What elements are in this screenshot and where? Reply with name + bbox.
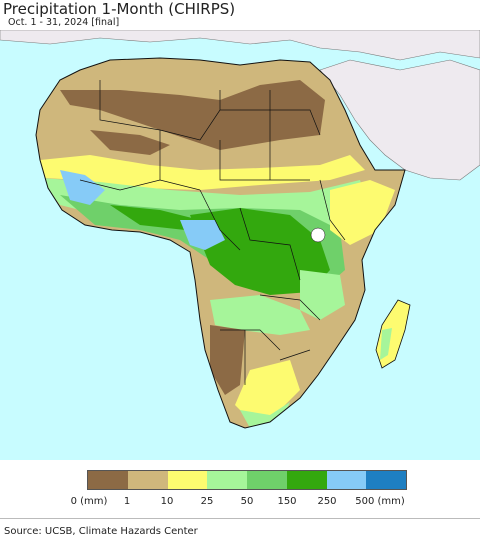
legend-swatch-1 — [127, 471, 168, 489]
legend-tick-4: 50 — [240, 496, 254, 507]
legend-tick-6: 250 — [317, 496, 337, 507]
legend-tick-2: 10 — [160, 496, 174, 507]
outside-land-europe — [0, 30, 480, 61]
source-text: Source: UCSB, Climate Hazards Center — [4, 526, 198, 537]
map-title: Precipitation 1-Month (CHIRPS) — [3, 0, 236, 18]
legend-swatch-0 — [88, 471, 128, 489]
legend-swatch-6 — [326, 471, 367, 489]
map-subtitle: Oct. 1 - 31, 2024 [final] — [8, 17, 120, 28]
legend-swatch-4 — [247, 471, 287, 489]
precipitation-map — [0, 30, 480, 460]
legend-tick-1: 1 — [123, 496, 131, 507]
legend-tick-3: 25 — [200, 496, 214, 507]
legend-swatch-3 — [207, 471, 247, 489]
country-borders — [79, 80, 346, 385]
legend-swatch-2 — [167, 471, 208, 489]
lake-victoria — [310, 227, 326, 243]
legend-swatch-5 — [286, 471, 327, 489]
footer-bar: Source: UCSB, Climate Hazards Center — [0, 518, 480, 541]
legend-tick-7: 500 (mm) — [355, 496, 405, 507]
color-legend — [87, 470, 407, 490]
legend-tick-0: 0 (mm) — [70, 496, 108, 507]
legend-tick-5: 150 — [277, 496, 297, 507]
outside-land-arabia — [319, 59, 480, 181]
legend-swatch-7 — [366, 471, 406, 489]
